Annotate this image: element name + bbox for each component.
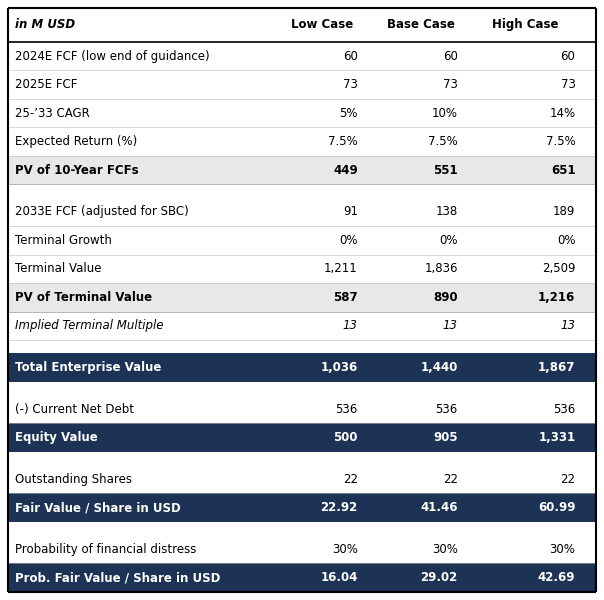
- Text: 500: 500: [333, 431, 358, 444]
- Text: PV of Terminal Value: PV of Terminal Value: [15, 291, 152, 304]
- Text: 551: 551: [433, 164, 458, 177]
- Text: 0%: 0%: [439, 234, 458, 247]
- Text: Prob. Fair Value / Share in USD: Prob. Fair Value / Share in USD: [15, 571, 220, 584]
- Text: 13: 13: [343, 319, 358, 332]
- Bar: [8, 563, 596, 592]
- Text: 1,867: 1,867: [538, 361, 576, 374]
- Text: Total Enterprise Value: Total Enterprise Value: [15, 361, 161, 374]
- Text: 587: 587: [333, 291, 358, 304]
- Text: 905: 905: [433, 431, 458, 444]
- Text: 14%: 14%: [549, 107, 576, 119]
- Bar: [8, 311, 596, 340]
- Text: 29.02: 29.02: [420, 571, 458, 584]
- Bar: [8, 226, 596, 254]
- Text: 41.46: 41.46: [420, 501, 458, 514]
- Bar: [8, 99, 596, 127]
- Text: 22: 22: [443, 473, 458, 485]
- Text: 449: 449: [333, 164, 358, 177]
- Text: 1,836: 1,836: [425, 262, 458, 275]
- Text: Fair Value / Share in USD: Fair Value / Share in USD: [15, 501, 181, 514]
- Bar: [8, 493, 596, 522]
- Text: Low Case: Low Case: [292, 19, 354, 31]
- Bar: [8, 535, 596, 563]
- Text: 0%: 0%: [557, 234, 576, 247]
- Bar: [8, 465, 596, 493]
- Text: 30%: 30%: [332, 542, 358, 556]
- Text: 2025E FCF: 2025E FCF: [15, 78, 77, 91]
- Text: 22: 22: [343, 473, 358, 485]
- Text: 22.92: 22.92: [321, 501, 358, 514]
- Text: in M USD: in M USD: [15, 19, 75, 31]
- Text: 7.5%: 7.5%: [545, 135, 576, 148]
- Bar: [8, 283, 596, 311]
- Text: 30%: 30%: [432, 542, 458, 556]
- Text: Terminal Value: Terminal Value: [15, 262, 101, 275]
- Text: 60: 60: [443, 50, 458, 62]
- Text: 2024E FCF (low end of guidance): 2024E FCF (low end of guidance): [15, 50, 210, 62]
- Text: Equity Value: Equity Value: [15, 431, 98, 444]
- Text: 890: 890: [433, 291, 458, 304]
- Text: Base Case: Base Case: [387, 19, 455, 31]
- Text: 1,211: 1,211: [324, 262, 358, 275]
- Bar: [8, 254, 596, 283]
- Text: 25-’33 CAGR: 25-’33 CAGR: [15, 107, 90, 119]
- Text: 73: 73: [561, 78, 576, 91]
- Text: 13: 13: [443, 319, 458, 332]
- Text: 30%: 30%: [550, 542, 576, 556]
- Text: High Case: High Case: [492, 19, 559, 31]
- Bar: [8, 70, 596, 99]
- Text: 1,440: 1,440: [420, 361, 458, 374]
- Text: Outstanding Shares: Outstanding Shares: [15, 473, 132, 485]
- Bar: [8, 423, 596, 452]
- Bar: [8, 8, 596, 42]
- Text: 60: 60: [343, 50, 358, 62]
- Text: 7.5%: 7.5%: [328, 135, 358, 148]
- Text: PV of 10-Year FCFs: PV of 10-Year FCFs: [15, 164, 139, 177]
- Text: 1,331: 1,331: [538, 431, 576, 444]
- Bar: [8, 395, 596, 423]
- Text: 1,036: 1,036: [321, 361, 358, 374]
- Text: 2,509: 2,509: [542, 262, 576, 275]
- Text: 536: 536: [435, 403, 458, 416]
- Text: 536: 536: [553, 403, 576, 416]
- Text: 16.04: 16.04: [321, 571, 358, 584]
- Text: Terminal Growth: Terminal Growth: [15, 234, 112, 247]
- Text: 91: 91: [343, 205, 358, 218]
- Text: 2033E FCF (adjusted for SBC): 2033E FCF (adjusted for SBC): [15, 205, 189, 218]
- Text: 138: 138: [435, 205, 458, 218]
- Text: 13: 13: [561, 319, 576, 332]
- Text: (-) Current Net Debt: (-) Current Net Debt: [15, 403, 134, 416]
- Text: 651: 651: [551, 164, 576, 177]
- Text: 7.5%: 7.5%: [428, 135, 458, 148]
- Text: 5%: 5%: [339, 107, 358, 119]
- Text: 189: 189: [553, 205, 576, 218]
- Bar: [8, 353, 596, 382]
- Bar: [8, 127, 596, 156]
- Bar: [8, 42, 596, 70]
- Text: 73: 73: [443, 78, 458, 91]
- Text: 60: 60: [561, 50, 576, 62]
- Text: Expected Return (%): Expected Return (%): [15, 135, 137, 148]
- Text: 10%: 10%: [432, 107, 458, 119]
- Bar: [8, 197, 596, 226]
- Bar: [8, 156, 596, 184]
- Text: 60.99: 60.99: [538, 501, 576, 514]
- Text: 73: 73: [343, 78, 358, 91]
- Text: 0%: 0%: [339, 234, 358, 247]
- Text: 22: 22: [561, 473, 576, 485]
- Text: Implied Terminal Multiple: Implied Terminal Multiple: [15, 319, 164, 332]
- Text: 1,216: 1,216: [538, 291, 576, 304]
- Text: 536: 536: [336, 403, 358, 416]
- Text: 42.69: 42.69: [538, 571, 576, 584]
- Text: Probability of financial distress: Probability of financial distress: [15, 542, 196, 556]
